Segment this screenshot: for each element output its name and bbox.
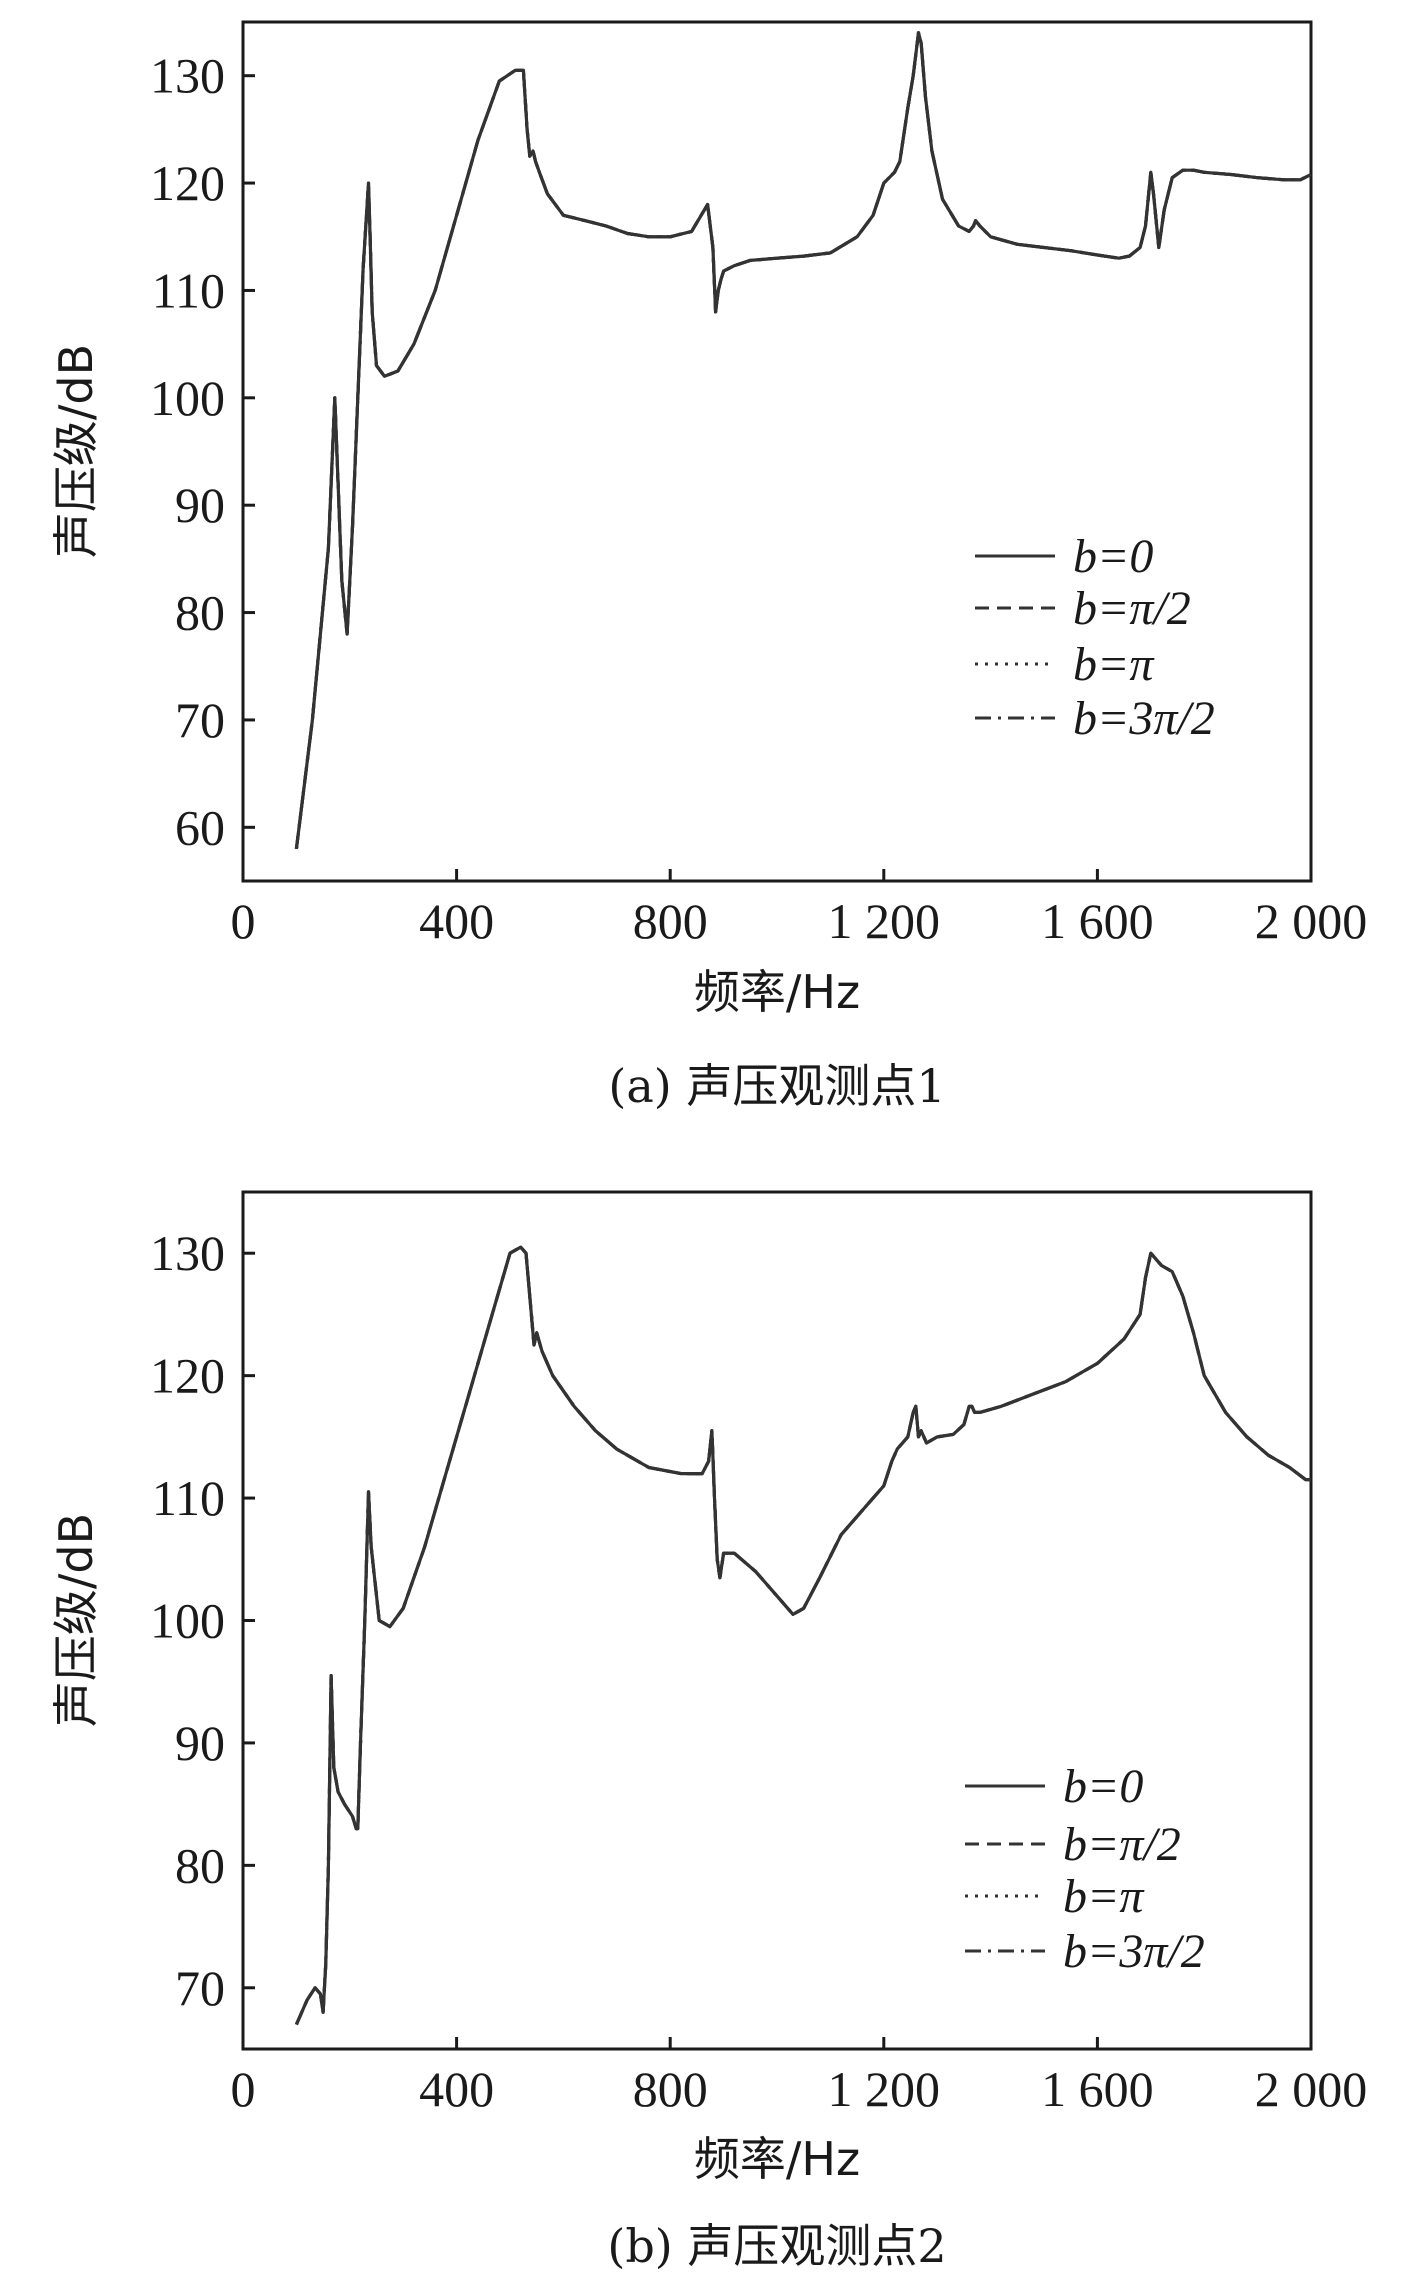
panel-a-legend-label-bpi2: b=π/2 [1073,582,1191,635]
panel-a: 0 400 800 1 200 1 600 2 000 60 70 80 90 100 110 120 1… [49,20,1367,1113]
panel-b-xlabel: 频率/Hz [694,2132,860,2186]
panel-b-legend-label-b3pi2: b=3π/2 [1063,1925,1205,1978]
panel-b-series-dashdot [294,1245,1311,2026]
panel-b-ytick-label: 70 [175,1960,225,2016]
panel-b-xtick-label: 800 [633,2061,708,2117]
panel-b-xtick-label: 400 [419,2061,494,2117]
panel-b-xtick-label: 1 600 [1041,2061,1154,2117]
panel-a-legend-label-bpi: b=π [1073,638,1155,691]
panel-b-legend-label-bpi2: b=π/2 [1063,1818,1181,1871]
panel-a-ylabel: 声压级/dB [49,344,103,558]
panel-b-ytick-label: 110 [152,1470,225,1526]
panel-a-ytick-label: 70 [175,692,225,748]
panel-a-series-solid [294,31,1312,849]
panel-b-ytick-label: 100 [150,1593,225,1649]
panel-b-legend-label-b0: b=0 [1063,1760,1143,1813]
panel-a-ytick-label: 130 [150,48,225,104]
panel-a-ytick-label: 100 [150,370,225,426]
panel-b-series-dotted [294,1245,1311,2026]
panel-a-xtick-label: 1 200 [828,893,941,949]
panel-a-legend-label-b3pi2: b=3π/2 [1073,692,1215,745]
panel-a-xtick-label: 400 [419,893,494,949]
panel-b-xtick-label: 0 [231,2061,256,2117]
panel-a-curves [294,31,1312,849]
panel-b-ylabel: 声压级/dB [49,1513,103,1727]
panel-b-legend-label-bpi: b=π [1063,1870,1145,1923]
panel-a-ytick-label: 80 [175,585,225,641]
panel-b: 0 400 800 1 200 1 600 2 000 70 80 90 100 110 120 130… [49,1190,1367,2273]
panel-a-xtick-label: 2 000 [1255,893,1368,949]
panel-a-ytick-label: 90 [175,477,225,533]
panel-a-xtick-label: 800 [633,893,708,949]
panel-a-ytick-label: 60 [175,799,225,855]
panel-b-xtick-label: 2 000 [1255,2061,1368,2117]
panel-a-legend-label-b0: b=0 [1073,530,1153,583]
panel-b-ytick-label: 90 [175,1715,225,1771]
panel-b-series-dashed [294,1245,1311,2026]
panel-b-caption: (b) 声压观测点2 [607,2219,946,2273]
panel-a-legend: b=0 b=π/2 b=π b=3π/2 [975,530,1215,745]
panel-b-ytick-label: 130 [150,1225,225,1281]
panel-b-ticks: 0 400 800 1 200 1 600 2 000 70 80 90 100 110 120 130 [150,1225,1367,2117]
panel-a-caption: (a) 声压观测点1 [608,1059,945,1113]
panel-a-ticks: 0 400 800 1 200 1 600 2 000 60 70 80 90 100 110 120 1… [150,48,1367,949]
panel-a-plot-frame [241,20,1313,883]
panel-b-curves [294,1245,1311,2026]
panel-b-xtick-label: 1 200 [828,2061,941,2117]
panel-b-ytick-label: 120 [150,1348,225,1404]
panel-a-xtick-label: 1 600 [1041,893,1154,949]
panel-a-xtick-label: 0 [231,893,256,949]
panel-b-series-solid [294,1245,1311,2026]
panel-a-xlabel: 频率/Hz [694,965,860,1019]
panel-b-ytick-label: 80 [175,1837,225,1893]
panel-b-legend: b=0 b=π/2 b=π b=3π/2 [965,1760,1205,1978]
panel-a-ytick-label: 120 [150,155,225,211]
panel-a-ytick-label: 110 [152,262,225,318]
panel-b-plot-frame [241,1190,1313,2051]
